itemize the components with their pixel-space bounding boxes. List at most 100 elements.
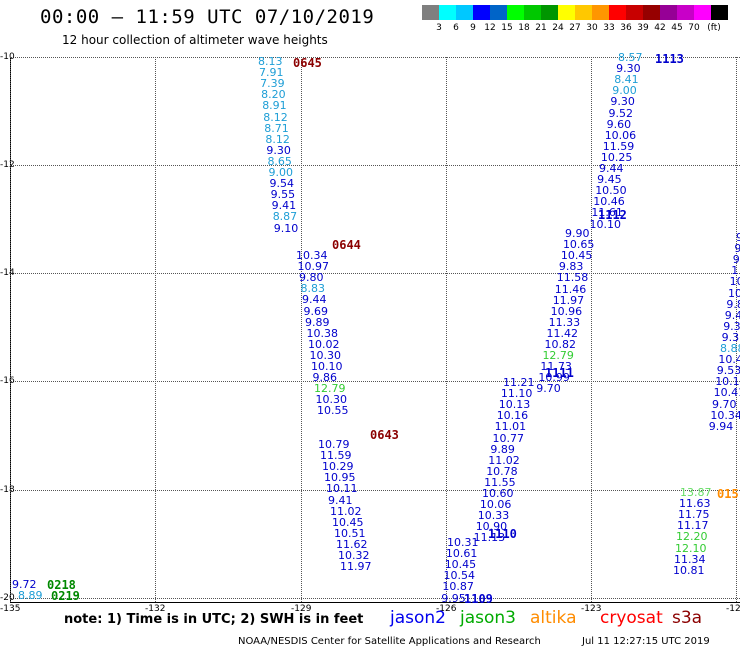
wave-height-value: 8.83 <box>300 282 326 296</box>
wave-height-value: 13.87 <box>680 486 712 499</box>
pass-time-label: 0645 <box>293 56 322 70</box>
longitude-label: -135 <box>0 604 21 614</box>
wave-height-value: 9 <box>732 253 740 267</box>
wave-height-value: 10.17 <box>715 375 740 389</box>
latitude-gridline <box>10 165 740 166</box>
wave-height-value: 9.10 <box>273 221 299 235</box>
wave-height-value: 11.13 <box>473 531 506 545</box>
longitude-label: -132 <box>145 604 166 614</box>
scale-swatch <box>711 5 728 20</box>
wave-height-value: 11.34 <box>674 552 706 566</box>
wave-height-value: 8.71 <box>264 121 289 135</box>
latitude-label: -14 <box>0 268 15 278</box>
wave-height-value: 9.83 <box>558 260 584 274</box>
wave-height-value: 10.30 <box>309 348 342 362</box>
wave-height-value: 10.25 <box>600 150 633 164</box>
pass-time-label: 1110 <box>488 527 517 541</box>
wave-height-value: 11.17 <box>677 519 709 533</box>
wave-height-value: 11.59 <box>602 139 635 153</box>
wave-height-value: 10.50 <box>595 184 627 198</box>
longitude-label: -12 <box>726 604 740 614</box>
wave-height-value: 10.1 <box>728 286 740 300</box>
wave-height-value: 10.16 <box>496 409 529 423</box>
pass-time-label: 0219 <box>51 589 80 603</box>
scale-swatch <box>660 5 677 20</box>
scale-swatch <box>558 5 575 20</box>
wave-height-value: 10.87 <box>442 580 474 594</box>
page-title: 00:00 – 11:59 UTC 07/10/2019 <box>40 6 375 28</box>
wave-height-value: 9.44 <box>302 293 327 307</box>
wave-height-value: 10.10 <box>311 360 343 373</box>
pass-time-label: 015 <box>717 487 739 501</box>
wave-height-value: 10.96 <box>550 304 583 318</box>
longitude-label: -129 <box>291 604 312 614</box>
wave-height-value: 8.13 <box>258 55 283 68</box>
latitude-label: -12 <box>0 160 15 170</box>
wave-height-value: 10.38 <box>306 326 339 340</box>
scale-swatch <box>609 5 626 20</box>
wave-height-value: 9.30 <box>616 62 641 76</box>
wave-height-value: 9 <box>734 242 740 256</box>
scale-label: 21 <box>535 23 547 33</box>
wave-height-value: 8.20 <box>261 88 286 102</box>
scale-label: 30 <box>586 23 598 33</box>
wave-height-value: 10.46 <box>593 195 625 209</box>
wave-height-value: 8.12 <box>265 132 290 146</box>
wave-height-value: 9.80 <box>299 271 324 285</box>
longitude-gridline <box>736 57 737 602</box>
wave-height-value: 9.95 <box>441 591 466 605</box>
wave-height-value: 10.77 <box>492 431 525 445</box>
footer-timestamp: Jul 11 12:27:15 UTC 2019 <box>582 636 710 647</box>
scale-label: 15 <box>501 23 513 33</box>
wave-height-value: 10.54 <box>443 569 476 583</box>
satellite-name-s3a: s3a <box>672 608 703 628</box>
wave-height-value: 10.81 <box>673 563 705 577</box>
scale-swatch <box>439 5 456 20</box>
pass-time-label: 0218 <box>47 578 76 592</box>
wave-height-value: 8.65 <box>267 154 292 168</box>
footer-credit: NOAA/NESDIS Center for Satellite Applica… <box>238 636 541 647</box>
wave-height-value: 10.95 <box>324 471 356 485</box>
wave-height-value: 9.60 <box>606 117 632 131</box>
wave-height-value: 11.59 <box>320 449 352 463</box>
wave-height-value: 10.45 <box>560 249 593 263</box>
wave-height-value: 10.32 <box>338 549 370 562</box>
scale-label: 42 <box>654 23 666 33</box>
wave-height-value: 8.88 <box>720 342 740 355</box>
wave-height-value: 11.58 <box>556 271 589 285</box>
wave-height-value: 10.02 <box>308 337 340 351</box>
wave-height-value: 10.34 <box>710 408 740 422</box>
wave-height-value: 11.21 <box>503 376 535 389</box>
wave-height-value: 12.79 <box>314 382 346 396</box>
wave-height-value: 11.97 <box>340 560 372 574</box>
wave-height-value: 10.99 <box>538 371 570 385</box>
latitude-gridline <box>10 57 740 58</box>
scale-swatch <box>456 5 473 20</box>
latitude-label: -18 <box>0 485 15 495</box>
wave-height-value: 9.90 <box>565 227 590 240</box>
scale-label: 6 <box>453 23 459 33</box>
scale-label: (ft) <box>707 23 721 33</box>
wave-height-value: 10.79 <box>318 438 350 451</box>
latitude-gridline <box>10 381 740 382</box>
satellite-name-altika: altika <box>530 608 577 628</box>
wave-height-value: 10.49 <box>718 353 740 367</box>
wave-height-value: 9 <box>736 231 740 244</box>
wave-height-value: 11.63 <box>679 497 711 511</box>
wave-height-value: 8.57 <box>618 51 643 64</box>
wave-height-value: 9.55 <box>270 188 296 202</box>
wave-height-value: 8.91 <box>262 99 287 113</box>
wave-height-value: 11.62 <box>336 537 368 551</box>
wave-height-value: 9.89 <box>490 442 515 456</box>
wave-height-value: 9.53 <box>716 364 740 378</box>
satellite-name-cryosat: cryosat <box>600 608 663 628</box>
latitude-gridline <box>10 598 740 599</box>
pass-time-label: 1113 <box>655 52 684 66</box>
wave-height-value: 12.20 <box>676 530 708 544</box>
longitude-gridline <box>155 57 156 602</box>
wave-height-value: 9.52 <box>608 106 634 120</box>
wave-height-value: 11.55 <box>484 475 516 489</box>
wave-height-value: 10.34 <box>296 249 328 262</box>
wave-height-value: 9.00 <box>612 84 637 98</box>
